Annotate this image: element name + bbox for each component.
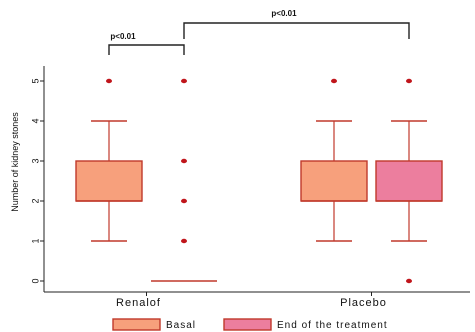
outlier-point bbox=[406, 278, 412, 284]
y-tick-label: 1 bbox=[30, 238, 40, 243]
y-tick-label: 2 bbox=[30, 198, 40, 203]
y-axis-label: Number of kidney stones bbox=[10, 112, 20, 212]
significance-bracket: p<0.01 bbox=[183, 9, 410, 39]
significance-annotations: p<0.01 p<0.01 bbox=[108, 9, 410, 55]
x-tick-label: Placebo bbox=[340, 297, 387, 309]
legend-item-basal: Basal bbox=[112, 318, 196, 331]
box-renalof-basal bbox=[75, 78, 143, 242]
outlier-point bbox=[181, 238, 187, 244]
y-tick-label: 4 bbox=[30, 118, 40, 123]
legend: Basal End of the treatment bbox=[112, 318, 388, 331]
outlier-point bbox=[181, 158, 187, 164]
outlier-point bbox=[181, 78, 187, 84]
box bbox=[300, 160, 368, 202]
box bbox=[75, 160, 143, 202]
p-value-label: p<0.01 bbox=[110, 32, 136, 41]
x-tick-label: Renalof bbox=[116, 297, 161, 309]
outlier-point bbox=[181, 198, 187, 204]
outlier-point bbox=[406, 78, 412, 84]
significance-bracket: p<0.01 bbox=[108, 32, 185, 55]
y-tick-label: 0 bbox=[30, 278, 40, 283]
bracket-line bbox=[108, 44, 185, 55]
box-placebo-end bbox=[375, 78, 443, 284]
legend-label: Basal bbox=[166, 320, 196, 331]
outlier-point bbox=[106, 78, 112, 84]
legend-item-end-of-treatment: End of the treatment bbox=[223, 318, 388, 331]
box-renalof-end bbox=[151, 78, 217, 282]
legend-swatch bbox=[223, 318, 272, 331]
box bbox=[375, 160, 443, 202]
y-tick-label: 5 bbox=[30, 78, 40, 83]
bracket-line bbox=[183, 22, 410, 39]
legend-swatch bbox=[112, 318, 161, 331]
outlier-point bbox=[331, 78, 337, 84]
legend-label: End of the treatment bbox=[277, 320, 388, 331]
boxes bbox=[75, 78, 443, 284]
axes: 0 1 2 3 4 5 Renalof Placebo bbox=[30, 66, 470, 309]
box-placebo-basal bbox=[300, 78, 368, 242]
p-value-label: p<0.01 bbox=[271, 9, 297, 18]
y-tick-label: 3 bbox=[30, 158, 40, 163]
